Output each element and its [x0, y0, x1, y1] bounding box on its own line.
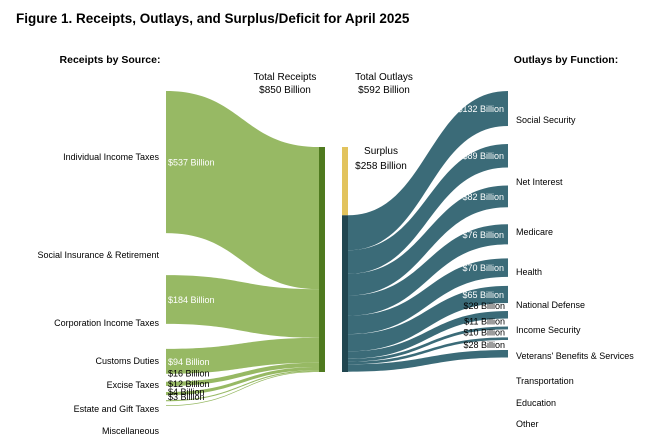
outlay-function-label-0: Social Security — [516, 115, 576, 125]
outlay-flow-1 — [348, 143, 508, 274]
total-receipts-label: Total Receipts — [254, 72, 317, 83]
outlay-value-label-9: $28 Billion — [463, 340, 505, 350]
receipt-value-label-1: $184 Billion — [168, 295, 215, 305]
receipt-flow-3 — [166, 362, 319, 386]
outlay-flow-2 — [348, 185, 508, 296]
outlay-value-label-0: $132 Billion — [457, 104, 504, 114]
receipt-value-label-6: $3 Billion — [168, 392, 205, 402]
receipt-source-label-1: Social Insurance & Retirement — [37, 250, 159, 260]
receipt-flow-6 — [166, 371, 319, 406]
outlay-flow-5 — [348, 285, 508, 352]
outlay-function-label-8: Education — [516, 398, 556, 408]
outlay-flow-7 — [348, 326, 508, 362]
receipt-value-label-2: $94 Billion — [168, 357, 210, 367]
receipt-source-label-0: Individual Income Taxes — [63, 152, 159, 162]
receipt-source-label-3: Customs Duties — [95, 356, 159, 366]
outlay-function-label-6: Veterans' Benefits & Services — [516, 351, 634, 361]
outlay-function-label-2: Medicare — [516, 227, 553, 237]
receipt-value-label-0: $537 Billion — [168, 158, 215, 168]
receipt-value-label-3: $16 Billion — [168, 369, 210, 379]
outlay-flow-8 — [348, 337, 508, 365]
receipt-value-label-4: $12 Billion — [168, 379, 210, 389]
total-receipts-bar — [319, 147, 325, 372]
receipt-flow-2 — [166, 337, 319, 374]
surplus-label: Surplus — [364, 146, 398, 157]
outlay-flow-6 — [348, 311, 508, 359]
outlay-flow-0 — [348, 91, 508, 251]
outlays-heading: Outlays by Function: — [514, 54, 618, 66]
total-receipts-value: $850 Billion — [259, 85, 311, 96]
total-outlays-value: $592 Billion — [358, 85, 410, 96]
total-outlays-label: Total Outlays — [355, 72, 413, 83]
outlay-value-label-1: $89 Billion — [462, 151, 504, 161]
surplus-value: $258 Billion — [355, 161, 407, 172]
surplus-bar — [342, 147, 348, 216]
outlay-function-label-9: Other — [516, 419, 539, 429]
outlay-value-label-8: $10 Billion — [463, 327, 505, 337]
outlay-flow-3 — [348, 224, 508, 316]
total-outlays-bar — [342, 215, 348, 372]
outlay-function-label-5: Income Security — [516, 325, 581, 335]
outlay-function-label-7: Transportation — [516, 376, 574, 386]
outlay-value-label-4: $70 Billion — [462, 263, 504, 273]
receipt-source-label-5: Estate and Gift Taxes — [74, 404, 160, 414]
outlay-flow-4 — [348, 258, 508, 335]
receipt-flow-4 — [166, 366, 319, 396]
outlay-function-label-4: National Defense — [516, 300, 585, 310]
receipt-flow-0 — [166, 91, 319, 290]
figure-title: Figure 1. Receipts, Outlays, and Surplus… — [16, 11, 410, 26]
receipts-heading: Receipts by Source: — [60, 54, 161, 66]
outlay-value-label-3: $76 Billion — [462, 230, 504, 240]
receipt-source-label-2: Corporation Income Taxes — [54, 318, 159, 328]
outlay-value-label-7: $11 Billion — [464, 316, 505, 326]
receipt-value-label-5: $4 Billion — [168, 387, 205, 397]
outlay-value-label-6: $28 Billion — [463, 301, 505, 311]
outlay-function-label-1: Net Interest — [516, 177, 563, 187]
receipt-source-label-6: Miscellaneous — [102, 426, 160, 436]
receipt-flow-1 — [166, 275, 319, 338]
outlay-flow-9 — [348, 350, 508, 372]
receipt-flow-5 — [166, 370, 319, 402]
receipt-source-label-4: Excise Taxes — [107, 380, 160, 390]
outlay-value-label-2: $82 Billion — [462, 192, 504, 202]
outlay-value-label-5: $65 Billion — [462, 290, 504, 300]
outlay-function-label-3: Health — [516, 267, 542, 277]
